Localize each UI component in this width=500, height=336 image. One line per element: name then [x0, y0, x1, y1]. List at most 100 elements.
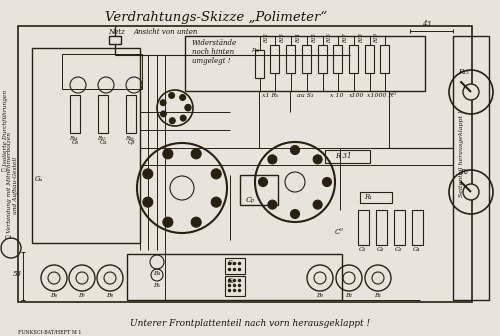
Circle shape — [143, 197, 153, 207]
Text: x 10: x 10 — [330, 93, 344, 98]
Text: R₁: R₁ — [364, 193, 372, 201]
Circle shape — [211, 169, 221, 179]
Text: B₈: B₈ — [106, 293, 113, 298]
Text: Ansicht von unten: Ansicht von unten — [134, 28, 198, 36]
Text: S₂: S₂ — [228, 277, 235, 285]
Circle shape — [163, 217, 173, 227]
Text: 53: 53 — [12, 270, 22, 278]
Text: R₃₅: R₃₅ — [97, 136, 106, 141]
Bar — [18, 26, 472, 302]
Circle shape — [191, 149, 201, 159]
Bar — [394, 210, 405, 245]
Text: Seitenteil herausgeklappt !: Seitenteil herausgeklappt ! — [460, 111, 464, 197]
Circle shape — [313, 155, 322, 164]
Text: R13: R13 — [280, 33, 285, 43]
Text: B₃: B₃ — [316, 293, 323, 298]
Text: R₃₆: R₃₆ — [125, 136, 134, 141]
Text: R₂: R₂ — [460, 168, 468, 176]
Text: G₃: G₃ — [395, 247, 402, 252]
Text: R 31: R 31 — [335, 152, 351, 160]
Circle shape — [290, 210, 300, 218]
Bar — [127, 254, 342, 300]
Text: R12: R12 — [264, 33, 269, 43]
Text: R₃₄: R₃₄ — [69, 136, 78, 141]
Text: B₆: B₆ — [50, 293, 57, 298]
Circle shape — [290, 145, 300, 155]
Bar — [365, 45, 374, 73]
Bar — [109, 36, 121, 44]
Text: G₂: G₂ — [377, 247, 384, 252]
Bar — [70, 95, 80, 133]
Bar — [185, 36, 425, 91]
Text: ② Verbindung mit Mitnehmerbolzen
und Aufbau-Gestell: ② Verbindung mit Mitnehmerbolzen und Auf… — [6, 132, 18, 238]
Bar — [380, 45, 389, 73]
Text: R16: R16 — [327, 33, 332, 43]
Circle shape — [191, 217, 201, 227]
Bar — [270, 45, 279, 73]
Bar — [349, 45, 358, 73]
Circle shape — [160, 100, 166, 106]
Text: Cᴳ: Cᴳ — [335, 228, 344, 236]
Text: Netz: Netz — [108, 28, 125, 36]
Text: B₁: B₁ — [374, 293, 381, 298]
Text: R19: R19 — [374, 33, 379, 43]
Circle shape — [463, 84, 479, 100]
Text: R14: R14 — [296, 33, 301, 43]
Bar — [225, 258, 245, 274]
Bar — [453, 36, 489, 300]
Text: Widerstände
noch hinten
umgelegt !: Widerstände noch hinten umgelegt ! — [192, 39, 237, 66]
Text: x1 Rₖ: x1 Rₖ — [262, 93, 278, 98]
Bar — [358, 210, 369, 245]
Circle shape — [180, 94, 186, 100]
Circle shape — [322, 177, 332, 186]
Bar — [360, 192, 392, 203]
Bar — [325, 150, 370, 163]
Circle shape — [160, 111, 166, 117]
Text: R17: R17 — [343, 33, 348, 43]
Circle shape — [143, 169, 153, 179]
Text: x100: x100 — [349, 93, 364, 98]
Circle shape — [463, 184, 479, 200]
Circle shape — [313, 200, 322, 209]
Text: Verdrahtungs-Skizze „Polimeter“: Verdrahtungs-Skizze „Polimeter“ — [105, 11, 327, 24]
Text: au S₃: au S₃ — [297, 93, 314, 98]
Circle shape — [268, 200, 277, 209]
Text: S₁: S₁ — [228, 259, 235, 267]
Text: 43: 43 — [422, 20, 432, 28]
Bar — [225, 276, 245, 296]
Bar — [376, 210, 387, 245]
Bar — [240, 175, 278, 205]
Text: B₂: B₂ — [345, 293, 352, 298]
Circle shape — [170, 118, 175, 124]
Text: R15: R15 — [312, 33, 317, 43]
Bar — [32, 48, 140, 243]
Text: G₄: G₄ — [413, 247, 420, 252]
Text: R₁₂: R₁₂ — [458, 68, 469, 76]
Text: ① Isolierte Durchführungen: ① Isolierte Durchführungen — [2, 89, 8, 171]
Circle shape — [185, 104, 191, 110]
Circle shape — [168, 92, 174, 98]
Text: B₄: B₄ — [153, 271, 160, 276]
Bar — [286, 45, 295, 73]
Circle shape — [163, 149, 173, 159]
Bar — [255, 50, 264, 78]
Text: P₃₀: P₃₀ — [251, 48, 259, 53]
Circle shape — [185, 105, 191, 111]
Text: R18: R18 — [359, 33, 364, 43]
Text: Ga: Ga — [100, 140, 108, 145]
Text: x1000 Rᴳ: x1000 Rᴳ — [367, 93, 396, 98]
Text: B₇: B₇ — [78, 293, 85, 298]
Circle shape — [258, 177, 268, 186]
Bar — [318, 45, 327, 73]
Bar — [302, 45, 311, 73]
Bar — [126, 95, 136, 133]
Text: G₁: G₁ — [359, 247, 366, 252]
Text: Gₐ: Gₐ — [35, 175, 43, 183]
Text: Cₚ: Cₚ — [246, 196, 255, 204]
Circle shape — [268, 155, 277, 164]
Text: Gs: Gs — [72, 140, 79, 145]
Bar — [98, 95, 108, 133]
Text: Unterer Frontplattenteil nach vorn herausgeklappt !: Unterer Frontplattenteil nach vorn herau… — [130, 319, 370, 328]
Bar — [412, 210, 423, 245]
Bar — [333, 45, 342, 73]
